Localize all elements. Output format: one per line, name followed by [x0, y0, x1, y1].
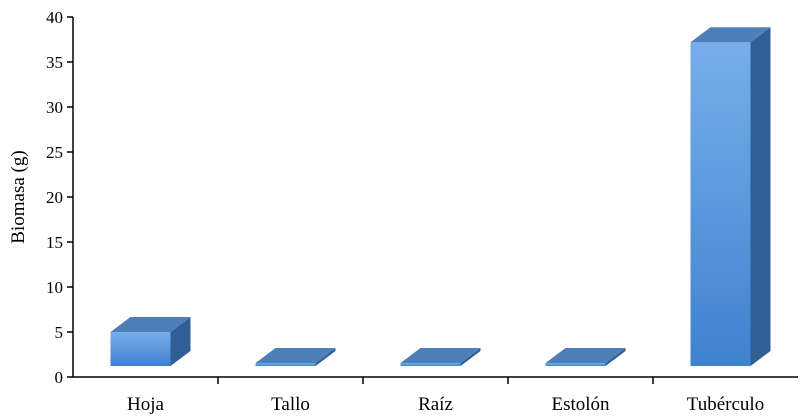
- bar-top: [545, 348, 626, 363]
- bar-front: [400, 363, 461, 366]
- bars: [110, 27, 771, 366]
- y-tick-label: 0: [55, 368, 64, 387]
- bar-front: [110, 332, 171, 366]
- x-axis-ticks: Hoja Tallo Raíz Estolón Tubérculo: [127, 377, 764, 415]
- x-tick-label: Tallo: [271, 394, 310, 415]
- bar-front: [545, 363, 606, 366]
- bar: [255, 348, 336, 366]
- y-tick-label: 40: [46, 8, 63, 27]
- y-axis-ticks: 0 5 10 15 20 25 30 35 40: [46, 8, 73, 387]
- y-axis-title: Biomasa (g): [8, 150, 29, 243]
- y-tick-label: 20: [46, 188, 63, 207]
- bar: [545, 348, 626, 366]
- bar: [110, 317, 191, 366]
- bar-top: [690, 27, 771, 43]
- bar-side: [460, 348, 481, 366]
- bar-front: [690, 42, 751, 366]
- y-tick-label: 15: [46, 233, 63, 252]
- bar: [690, 27, 771, 366]
- bar-top: [255, 348, 336, 363]
- y-tick-label: 5: [55, 323, 64, 342]
- x-tick-label: Estolón: [551, 394, 610, 415]
- x-tick-label: Hoja: [127, 394, 165, 415]
- bar-top: [110, 317, 191, 332]
- y-tick-label: 35: [46, 53, 63, 72]
- y-tick-label: 30: [46, 98, 63, 117]
- axes: [72, 17, 798, 378]
- bar-side: [605, 348, 626, 366]
- bar: [400, 348, 481, 366]
- x-tick-label: Raíz: [418, 394, 453, 415]
- bar-top: [400, 348, 481, 363]
- bar-side: [170, 317, 191, 366]
- bar-front: [255, 363, 316, 366]
- bar-side: [750, 27, 771, 366]
- y-tick-label: 25: [46, 143, 63, 162]
- x-tick-label: Tubérculo: [687, 394, 764, 415]
- y-tick-label: 10: [46, 278, 63, 297]
- bar-side: [315, 348, 336, 366]
